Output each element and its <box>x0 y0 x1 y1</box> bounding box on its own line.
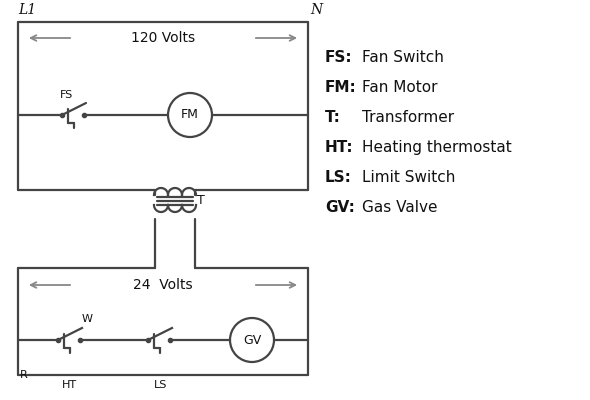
Text: Heating thermostat: Heating thermostat <box>362 140 512 155</box>
Text: FS:: FS: <box>325 50 353 65</box>
Text: HT: HT <box>61 380 77 390</box>
Text: 24  Volts: 24 Volts <box>133 278 193 292</box>
Text: GV: GV <box>243 334 261 346</box>
Text: R: R <box>20 370 28 380</box>
Text: Gas Valve: Gas Valve <box>362 200 438 215</box>
Text: N: N <box>310 3 322 17</box>
Text: Fan Motor: Fan Motor <box>362 80 438 95</box>
Text: L1: L1 <box>18 3 36 17</box>
Text: LS: LS <box>155 380 168 390</box>
Text: Limit Switch: Limit Switch <box>362 170 455 185</box>
Text: W: W <box>82 314 93 324</box>
Text: FM: FM <box>181 108 199 122</box>
Text: GV:: GV: <box>325 200 355 215</box>
Text: FS: FS <box>60 90 73 100</box>
Text: T: T <box>197 194 205 208</box>
Text: LS:: LS: <box>325 170 352 185</box>
Text: T:: T: <box>325 110 341 125</box>
Text: HT:: HT: <box>325 140 353 155</box>
Text: Transformer: Transformer <box>362 110 454 125</box>
Text: FM:: FM: <box>325 80 357 95</box>
Text: Fan Switch: Fan Switch <box>362 50 444 65</box>
Text: 120 Volts: 120 Volts <box>131 31 195 45</box>
